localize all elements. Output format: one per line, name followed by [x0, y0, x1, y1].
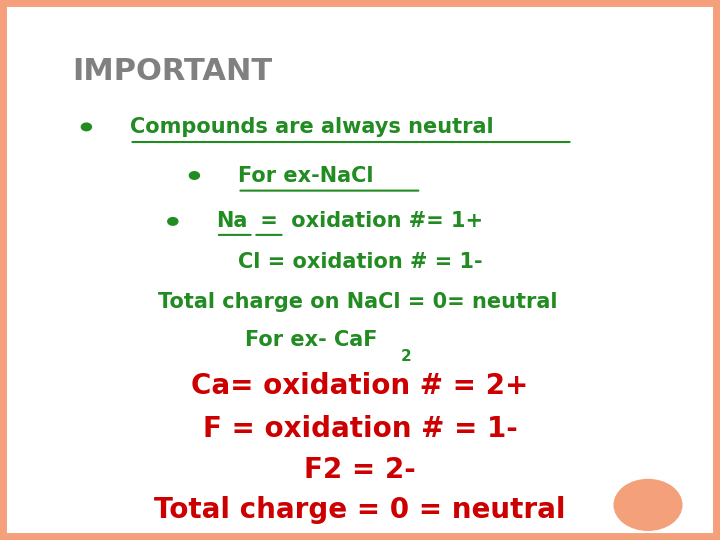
Text: =: = — [253, 211, 279, 232]
Text: 2: 2 — [400, 349, 411, 364]
Text: Ca= oxidation # = 2+: Ca= oxidation # = 2+ — [192, 372, 528, 400]
Text: Total charge on NaCl = 0= neutral: Total charge on NaCl = 0= neutral — [158, 292, 558, 313]
Text: For ex- CaF: For ex- CaF — [245, 330, 377, 350]
Circle shape — [614, 480, 682, 530]
Text: For ex-NaCl: For ex-NaCl — [238, 165, 373, 186]
Text: F2 = 2-: F2 = 2- — [304, 456, 416, 484]
Text: IMPORTANT: IMPORTANT — [72, 57, 272, 86]
Circle shape — [168, 218, 178, 225]
Text: Cl = oxidation # = 1-: Cl = oxidation # = 1- — [238, 252, 482, 272]
Circle shape — [81, 123, 91, 131]
Text: Total charge = 0 = neutral: Total charge = 0 = neutral — [154, 496, 566, 524]
Text: Na: Na — [216, 211, 248, 232]
Text: F = oxidation # = 1-: F = oxidation # = 1- — [202, 415, 518, 443]
Text: oxidation #= 1+: oxidation #= 1+ — [284, 211, 484, 232]
Circle shape — [189, 172, 199, 179]
Text: Compounds are always neutral: Compounds are always neutral — [130, 117, 493, 137]
